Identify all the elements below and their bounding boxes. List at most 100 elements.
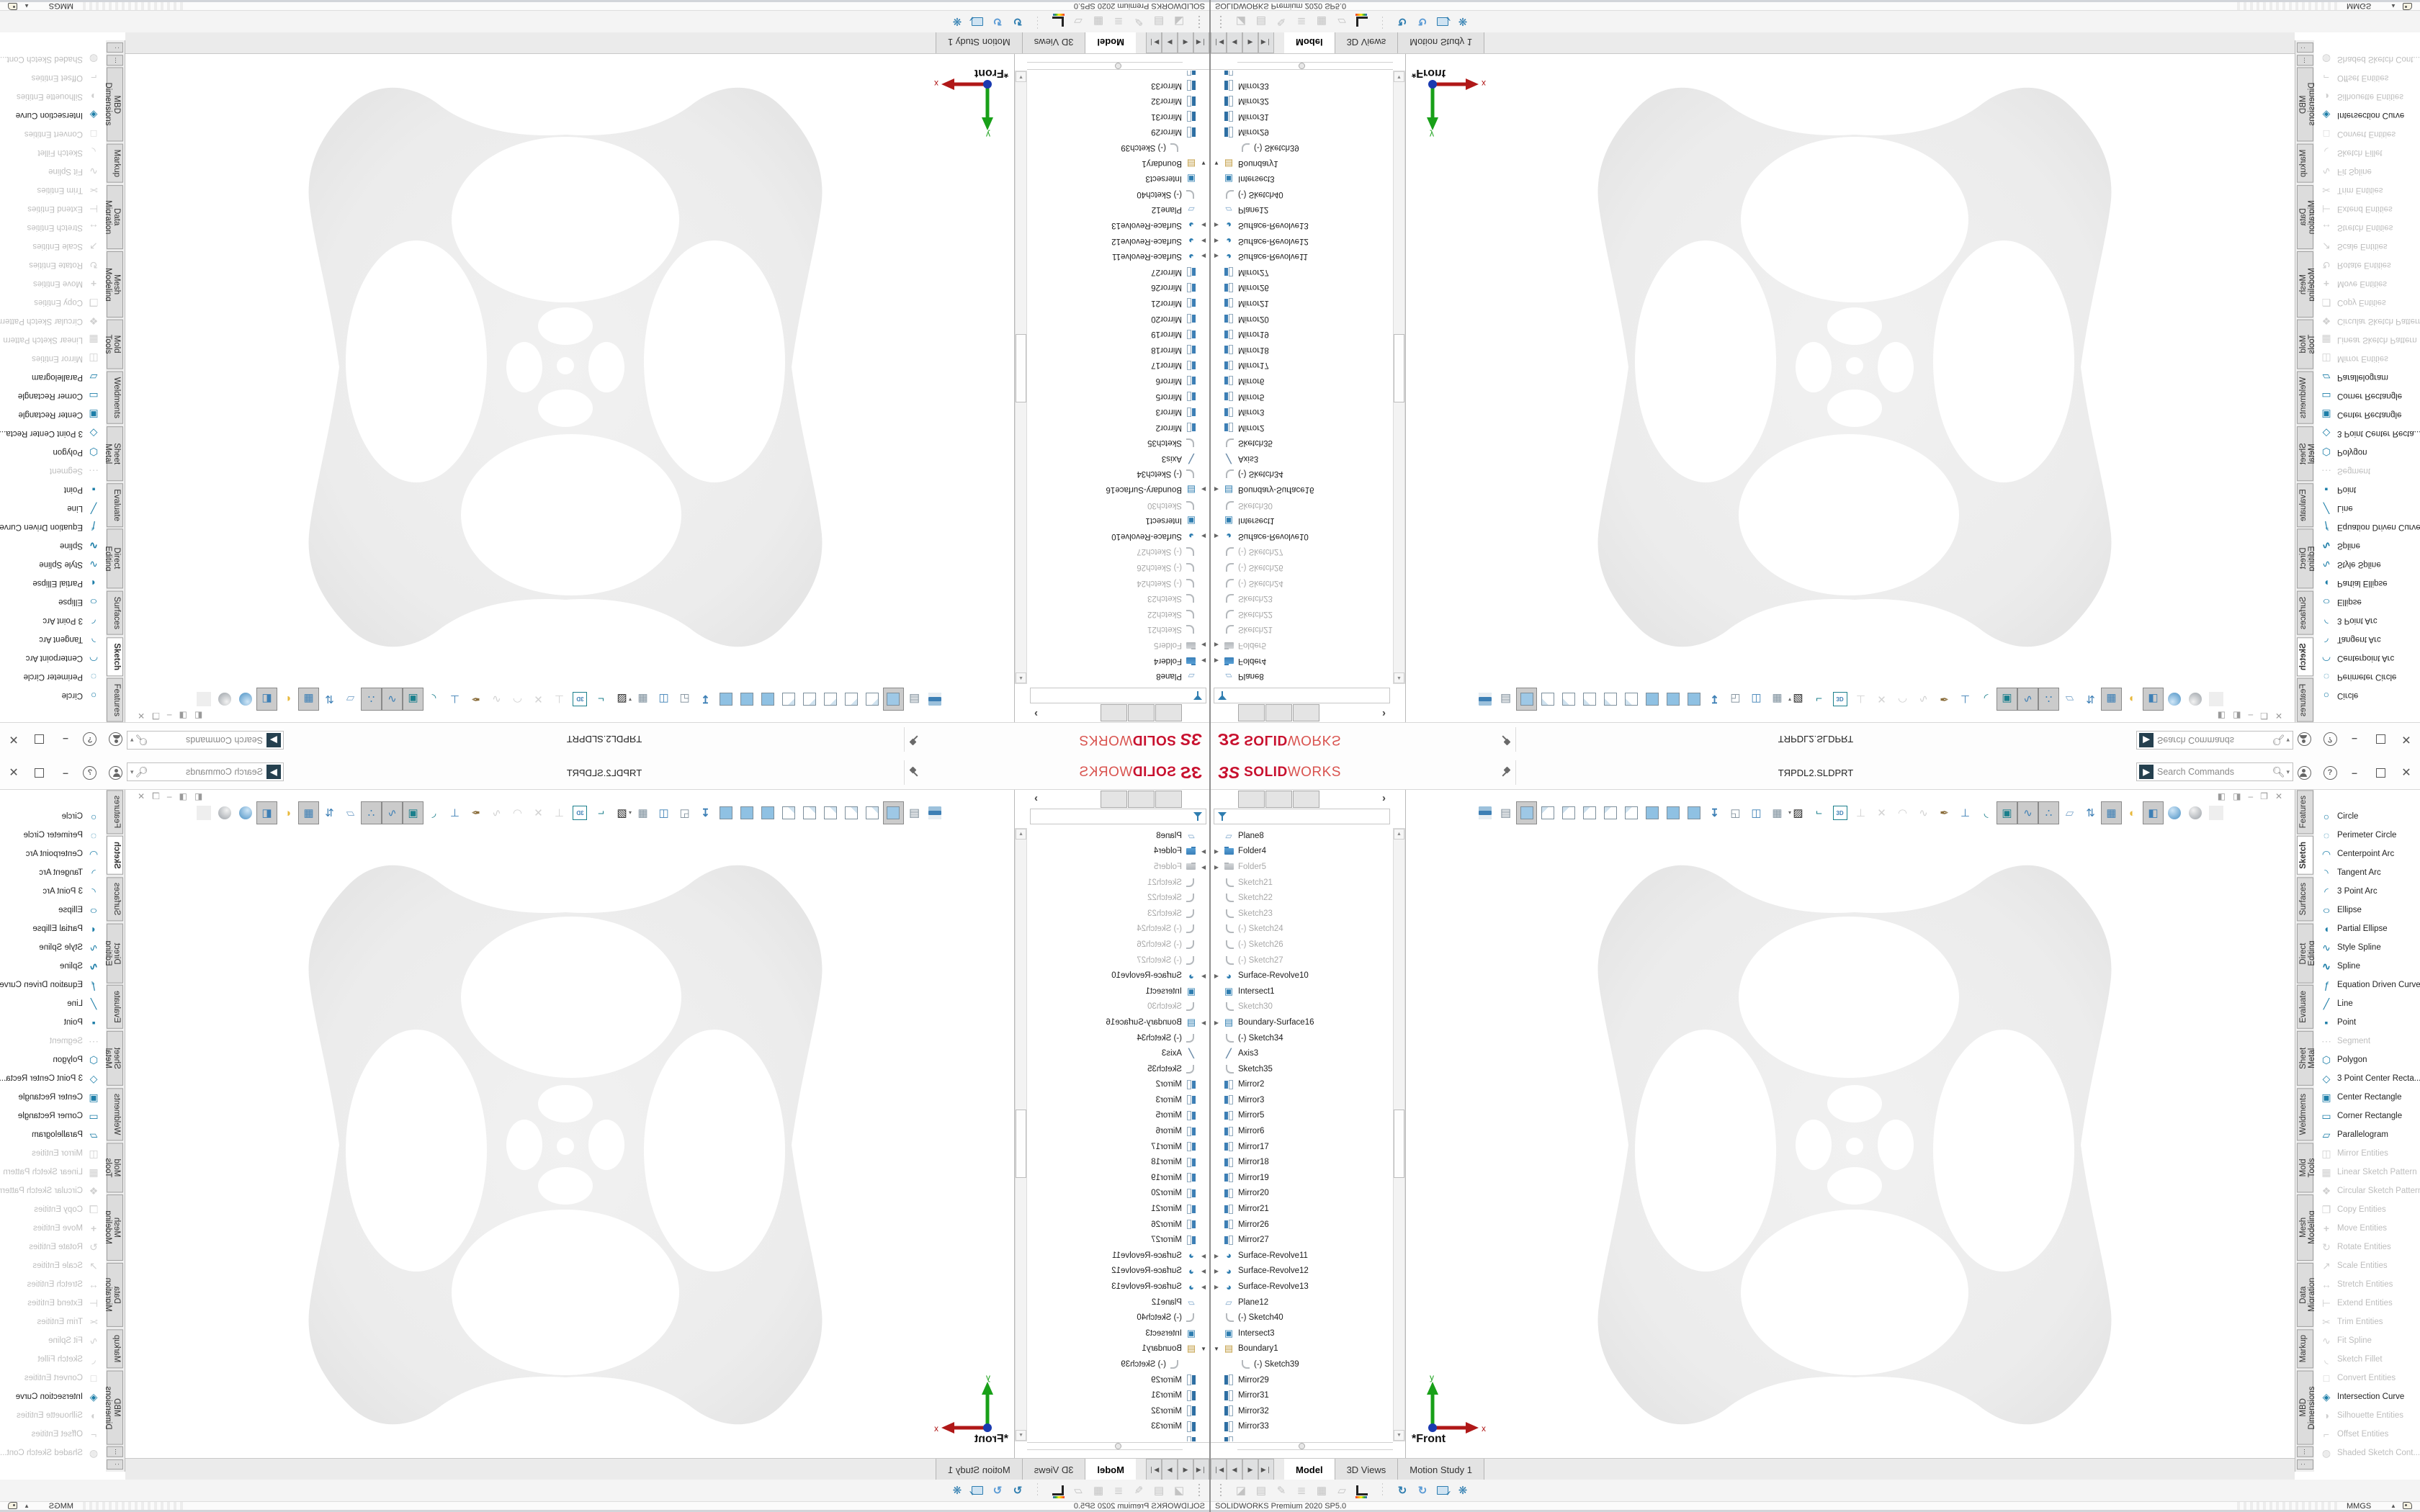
tree-item[interactable]: Mirror2 — [1029, 1077, 1209, 1093]
headsup-button[interactable]: ▾ — [1725, 801, 1746, 824]
tree-item[interactable]: Folder5 — [1211, 637, 1391, 653]
tool-item[interactable]: Copy Entities — [0, 293, 106, 312]
headsup-button[interactable]: ▾ — [507, 801, 528, 824]
tree-item[interactable]: (-) Sketch27 — [1211, 953, 1391, 968]
commandmanager-tab[interactable]: : — [2296, 1459, 2313, 1470]
tool-item[interactable]: Stretch Entities — [0, 1275, 106, 1294]
dock-right-icon[interactable]: ◨ — [2233, 711, 2241, 721]
menu-item[interactable] — [1343, 737, 1359, 742]
tab-next-icon[interactable]: ▶ — [1242, 32, 1258, 53]
scroll-up-icon[interactable]: ▲ — [1016, 672, 1026, 683]
tree-item[interactable]: (-) Sketch39 — [1029, 1356, 1209, 1372]
bottom-tool[interactable] — [1231, 13, 1251, 30]
headsup-button[interactable]: ▾ — [2059, 801, 2080, 824]
featuremanager-tab[interactable] — [1293, 704, 1319, 721]
minimize-button[interactable]: – — [63, 767, 68, 778]
tree-item[interactable]: (-) Sketch26 — [1211, 559, 1391, 575]
tree-item[interactable]: Surface-Revolve10 — [1029, 528, 1209, 544]
headsup-button[interactable]: ▾ — [2205, 801, 2226, 824]
tree-item[interactable]: (-) Sketch27 — [1029, 953, 1209, 968]
headsup-button[interactable]: ▾ — [465, 801, 486, 824]
tool-item[interactable]: Convert Entities — [0, 125, 106, 143]
tree-item[interactable]: (-) Sketch24 — [1029, 575, 1209, 591]
tree-item[interactable]: Plane12 — [1211, 202, 1391, 218]
expand-arrow-icon[interactable] — [1211, 486, 1222, 493]
search-commands-box[interactable]: ▶ Search Commands 🔍︎ ▾ — [127, 762, 284, 781]
bottom-tool[interactable] — [1453, 1482, 1473, 1499]
tool-item[interactable]: Polygon — [2314, 1050, 2420, 1069]
headsup-button[interactable]: ▾ — [1955, 688, 1976, 711]
tree-item[interactable]: Sketch22 — [1029, 890, 1209, 906]
commandmanager-tab[interactable]: Direct Editing — [2296, 923, 2316, 984]
tool-item[interactable]: Move Entities — [2314, 1219, 2420, 1238]
headsup-button[interactable]: ▾ — [486, 801, 507, 824]
tree-item[interactable]: Mirror33 — [1211, 78, 1391, 94]
flyout-arrow-icon[interactable]: › — [1034, 708, 1038, 720]
tree-item[interactable]: Mirror6 — [1029, 1123, 1209, 1139]
minimize-button[interactable]: – — [2352, 767, 2357, 778]
featuremanager-tab[interactable] — [1238, 791, 1265, 808]
tag-icon[interactable] — [8, 3, 17, 10]
headsup-button[interactable]: ▾ — [236, 688, 256, 711]
featuremanager-tab[interactable] — [1238, 704, 1265, 721]
menu-item[interactable] — [1391, 737, 1407, 742]
dock-left-icon[interactable]: ◧ — [2217, 711, 2226, 721]
bottom-tool[interactable] — [1129, 1482, 1149, 1499]
headsup-button[interactable]: ▾ — [2017, 688, 2038, 711]
headsup-button[interactable]: ▾ — [528, 801, 549, 824]
menu-item[interactable] — [1013, 770, 1029, 775]
tree-item[interactable]: (-) Sketch27 — [1211, 544, 1391, 560]
tree-item[interactable]: Sketch21 — [1211, 622, 1391, 638]
headsup-button[interactable]: ▾ — [549, 801, 570, 824]
tree-item[interactable]: Mirror21 — [1029, 295, 1209, 311]
document-tab[interactable]: 3D Views — [1021, 1459, 1085, 1480]
graphics-viewport[interactable]: ▾ ▾ ▾ ▾ ▾ ▾ — [125, 54, 1015, 722]
commandmanager-tab[interactable]: Direct Editing — [2296, 528, 2316, 589]
tool-item[interactable]: Segment — [2314, 1032, 2420, 1050]
headsup-button[interactable]: ▾ — [695, 801, 716, 824]
tree-item[interactable]: Plane12 — [1029, 1295, 1209, 1310]
commandmanager-tab[interactable]: MBD Dimensions — [2296, 67, 2316, 142]
tree-item[interactable]: Mirror5 — [1029, 1108, 1209, 1124]
headsup-button[interactable]: ▾ — [2122, 801, 2146, 824]
tree-item[interactable]: Mirror18 — [1029, 1154, 1209, 1170]
tree-item[interactable]: Folder4 — [1211, 653, 1391, 669]
bottom-tool[interactable] — [1028, 13, 1048, 30]
menu-item[interactable] — [1093, 737, 1108, 742]
scroll-down-icon[interactable]: ▼ — [1394, 1430, 1404, 1441]
tree-item[interactable]: Sketch23 — [1029, 590, 1209, 606]
tab-last-icon[interactable]: ▶❘ — [1258, 32, 1274, 53]
commandmanager-tab[interactable]: Sheet Metal — [104, 426, 124, 482]
unit-system-selector[interactable]: MMGS — [48, 1, 73, 10]
tree-item[interactable]: Axis3 — [1211, 1045, 1391, 1061]
headsup-button[interactable]: ▾ — [1662, 688, 1683, 711]
headsup-button[interactable]: ▾ — [424, 688, 444, 711]
tool-item[interactable]: Rotate Entities — [0, 256, 106, 274]
doc-minimize-icon[interactable]: – — [166, 711, 172, 721]
tool-item[interactable]: Equation Driven Curve — [2314, 518, 2420, 536]
tree-item[interactable]: Sketch21 — [1029, 875, 1209, 891]
bottom-tool[interactable] — [1068, 1482, 1088, 1499]
headsup-button[interactable]: ▾ — [737, 801, 758, 824]
tool-item[interactable]: Spline — [0, 536, 106, 555]
headsup-button[interactable]: ▾ — [1683, 688, 1704, 711]
tree-item[interactable]: Mirror18 — [1029, 342, 1209, 358]
bottom-tool[interactable] — [1048, 13, 1068, 30]
tree-item[interactable]: Mirror20 — [1211, 311, 1391, 327]
bottom-tool[interactable] — [1433, 1482, 1453, 1499]
restore-button[interactable] — [31, 732, 48, 747]
scroll-thumb[interactable] — [1394, 1110, 1404, 1178]
bottom-tool[interactable] — [967, 1482, 987, 1499]
tree-item[interactable]: (-) Sketch27 — [1029, 544, 1209, 560]
expand-arrow-icon[interactable] — [1198, 642, 1209, 649]
help-button[interactable]: ? — [81, 732, 99, 747]
tool-item[interactable]: Parallelogram — [2314, 368, 2420, 387]
bottom-tool[interactable] — [1189, 13, 1209, 30]
dock-right-icon[interactable]: ◨ — [179, 711, 187, 721]
tool-item[interactable]: Extend Entities — [0, 199, 106, 218]
commandmanager-tab[interactable]: Evaluate — [2296, 985, 2313, 1029]
tree-item[interactable]: Surface-Revolve13 — [1029, 217, 1209, 233]
bottom-tool[interactable] — [1211, 1482, 1231, 1499]
scroll-up-icon[interactable]: ▲ — [1394, 829, 1404, 840]
headsup-button[interactable]: ▾ — [2059, 688, 2080, 711]
